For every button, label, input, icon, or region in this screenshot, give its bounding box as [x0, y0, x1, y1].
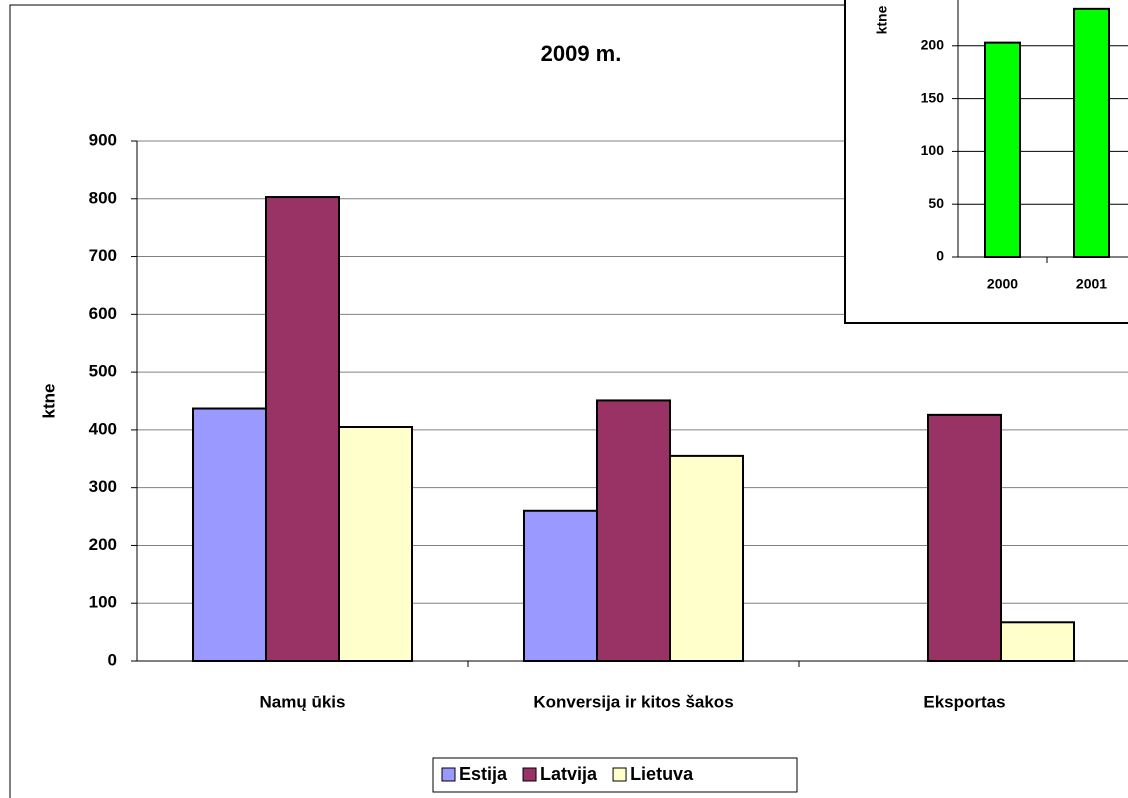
bar — [265, 196, 340, 663]
y-tick-label: 150 — [921, 89, 945, 105]
bar — [669, 454, 744, 662]
legend-swatch — [441, 767, 456, 782]
legend-swatch — [612, 767, 627, 782]
chart-title: 2009 m. — [541, 41, 622, 66]
y-tick-label: 50 — [928, 195, 944, 211]
x-tick-label: Konversija ir kitos šakos — [533, 692, 733, 711]
legend-label: Latvija — [540, 764, 598, 784]
y-tick-label: 600 — [89, 304, 117, 323]
legend-swatch — [522, 767, 537, 782]
bar — [984, 41, 1021, 258]
bar — [1073, 7, 1110, 259]
bar — [192, 407, 267, 662]
y-tick-label: 200 — [89, 535, 117, 554]
bar — [927, 413, 1002, 662]
x-tick-label: Namų ūkis — [260, 692, 346, 711]
y-tick-label: 300 — [89, 477, 117, 496]
y-tick-label: 200 — [921, 37, 945, 53]
y-axis-label: ktne — [874, 5, 890, 34]
legend-label: Estija — [459, 764, 508, 784]
legend: Estija Latvija Lietuva — [432, 757, 798, 793]
y-tick-label: 0 — [936, 248, 944, 264]
x-tick-label: Eksportas — [923, 692, 1005, 711]
bar — [596, 399, 671, 662]
y-tick-label: 400 — [89, 419, 117, 438]
bar — [338, 426, 413, 662]
bar — [1000, 621, 1075, 662]
bar — [523, 509, 598, 662]
chart-panel: ktne05010015020025020002001 — [844, 0, 1128, 324]
y-tick-label: 700 — [89, 246, 117, 265]
x-tick-label: 2001 — [1076, 276, 1107, 292]
y-axis-label: ktne — [39, 384, 58, 419]
legend-label: Lietuva — [630, 764, 694, 784]
y-tick-label: 900 — [89, 130, 117, 149]
x-tick-label: 2000 — [987, 276, 1018, 292]
y-tick-label: 0 — [108, 650, 117, 669]
y-tick-label: 500 — [89, 362, 117, 381]
y-tick-label: 800 — [89, 188, 117, 207]
y-tick-label: 100 — [89, 593, 117, 612]
y-tick-label: 100 — [921, 142, 945, 158]
